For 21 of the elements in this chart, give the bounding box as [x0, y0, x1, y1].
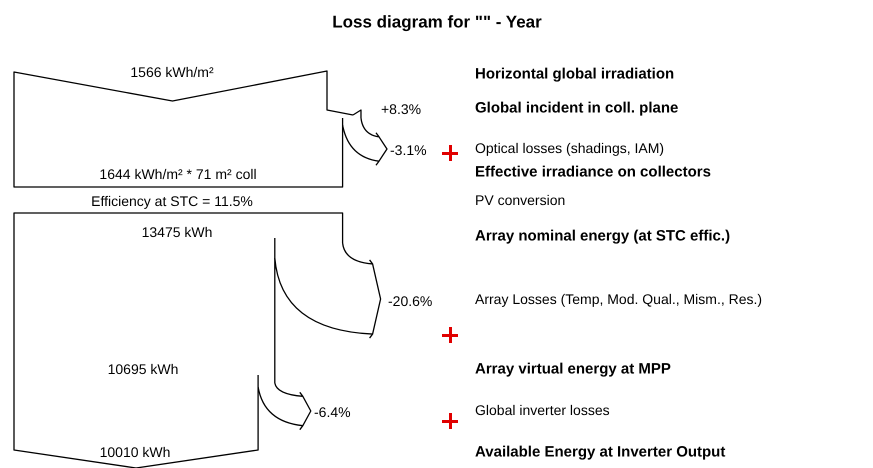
category-label: Optical losses (shadings, IAM) — [475, 140, 664, 156]
category-label: Global incident in coll. plane — [475, 100, 678, 116]
data-label: 10010 kWh — [100, 444, 170, 460]
category-label: Horizontal global irradiation — [475, 66, 674, 82]
data-label: Efficiency at STC = 11.5% — [91, 193, 253, 209]
category-label: Array nominal energy (at STC effic.) — [475, 228, 730, 244]
text: Loss diagram for "" - Year — [332, 12, 542, 32]
data-label: 1644 kWh/m² * 71 m² coll — [99, 166, 257, 182]
data-label: -3.1% — [390, 142, 427, 158]
data-label: -6.4% — [314, 404, 351, 420]
category-label: Global inverter losses — [475, 402, 610, 418]
data-label: 1566 kWh/m² — [130, 64, 214, 80]
category-label: Effective irradiance on collectors — [475, 164, 711, 180]
data-label: 10695 kWh — [108, 361, 178, 377]
category-label: Array Losses (Temp, Mod. Qual., Mism., Res.) — [475, 291, 762, 307]
category-label: PV conversion — [475, 192, 566, 208]
category-label: Array virtual energy at MPP — [475, 360, 671, 378]
data-label: -20.6% — [388, 293, 432, 309]
data-label: +8.3% — [381, 101, 422, 117]
data-label: 13475 kWh — [142, 224, 212, 240]
category-label: Available Energy at Inverter Output — [475, 444, 726, 460]
